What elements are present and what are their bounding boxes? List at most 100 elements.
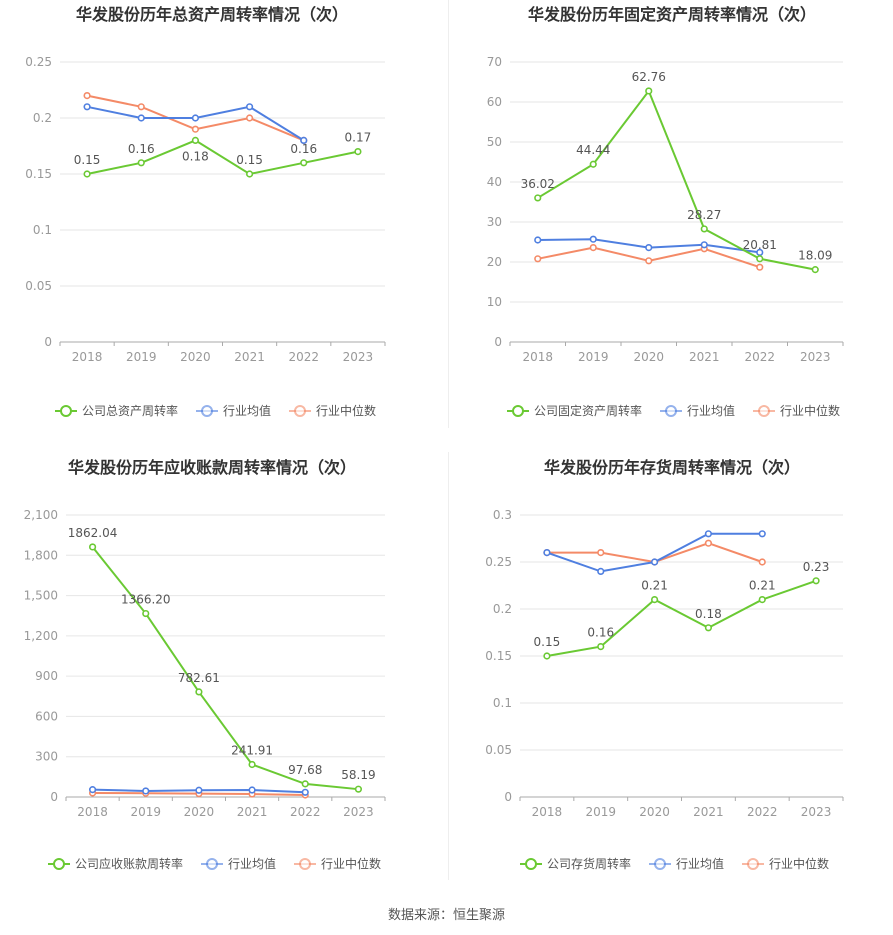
series-line-avg (86, 105, 305, 142)
chart-2: 华发股份历年固定资产周转率情况（次） 0 10 20 30 40 50 60 70 2018 201… (487, 5, 844, 418)
data-point-avg (534, 236, 542, 244)
data-point-company (142, 609, 150, 618)
chart-1: 华发股份历年总资产周转率情况（次） 0 0.05 0.1 0.15 0.2 0.25 2018… (25, 5, 386, 418)
data-point-avg (650, 558, 659, 566)
data-point-avg (195, 786, 203, 794)
data-point-company (354, 785, 363, 793)
legend-item-avg: 行业均值 (649, 856, 724, 871)
data-point-company (700, 225, 708, 233)
data-point-company (300, 159, 308, 167)
data-point-avg (589, 235, 597, 243)
data-point-avg (543, 548, 551, 557)
data-point-company (812, 577, 820, 585)
data-point-median (589, 244, 597, 252)
x-tick-label: 2018 (72, 350, 103, 364)
data-point-company (248, 760, 256, 769)
x-tick-label: 2020 (184, 805, 215, 819)
legend-marker (512, 405, 524, 417)
data-point-avg (758, 530, 766, 538)
data-point-avg (597, 567, 605, 576)
data-point-company (191, 136, 200, 144)
data-label: 18.09 (798, 249, 832, 263)
data-label: 58.19 (341, 768, 375, 782)
chart-title: 华发股份历年固定资产周转率情况（次） (528, 5, 816, 24)
data-point-company (756, 255, 764, 263)
y-tick-label: 1,500 (24, 589, 58, 603)
vertical-divider-top (448, 0, 449, 428)
legend-label: 行业中位数 (769, 856, 829, 871)
data-point-company (758, 595, 766, 604)
data-point-company (704, 624, 713, 632)
legend-marker (53, 858, 65, 870)
x-tick-label: 2022 (744, 350, 775, 364)
legend-item-median: 行业中位数 (742, 856, 829, 871)
y-tick-label: 0.1 (493, 696, 512, 710)
series-line-company (91, 546, 359, 791)
legend-marker (299, 858, 311, 870)
data-point-company (811, 266, 819, 274)
data-label: 0.23 (803, 560, 830, 574)
data-label: 0.18 (695, 607, 722, 621)
data-label: 241.91 (231, 744, 273, 758)
data-point-median (534, 255, 542, 263)
data-point-avg (142, 787, 150, 795)
y-tick-label: 10 (487, 295, 502, 309)
legend-marker (60, 405, 72, 417)
legend-label: 行业中位数 (321, 856, 381, 871)
y-tick-label: 0.1 (33, 223, 52, 237)
chart-title: 华发股份历年总资产周转率情况（次） (76, 5, 348, 24)
data-point-avg (88, 786, 97, 794)
data-point-company (589, 160, 597, 168)
legend-label: 公司总资产周转率 (82, 403, 178, 418)
data-label: 28.27 (687, 208, 721, 222)
x-tick-label: 2021 (234, 350, 265, 364)
y-tick-label: 0.2 (493, 602, 512, 616)
data-point-company (195, 688, 203, 696)
x-tick-label: 2018 (77, 805, 108, 819)
data-point-median (645, 257, 653, 265)
x-tick-label: 2023 (343, 350, 374, 364)
x-tick-label: 2019 (126, 350, 157, 364)
legend-marker (758, 405, 770, 417)
y-tick-label: 0 (50, 790, 58, 804)
chart-3: 华发股份历年应收账款周转率情况（次） 0 300 600 900 1,200 1,500 1,… (24, 458, 386, 871)
legend-marker (747, 858, 759, 870)
data-point-company (88, 543, 97, 551)
legend-label: 行业中位数 (780, 403, 840, 418)
legend-item-avg: 行业均值 (196, 403, 271, 418)
legend-item-avg: 行业均值 (201, 856, 276, 871)
legend-marker (206, 858, 218, 870)
y-tick-label: 0.25 (25, 55, 52, 69)
data-point-company (534, 194, 542, 202)
legend-item-median: 行业中位数 (289, 403, 376, 418)
x-tick-label: 2021 (689, 350, 720, 364)
chart-title: 华发股份历年应收账款周转率情况（次） (68, 458, 356, 477)
data-point-avg (191, 114, 200, 122)
data-point-company (301, 780, 309, 788)
data-point-company (83, 170, 91, 178)
data-point-company (597, 642, 605, 651)
data-source: 数据来源：恒生聚源 (387, 908, 505, 923)
x-tick-label: 2023 (801, 805, 832, 819)
y-tick-label: 0 (44, 335, 52, 349)
data-point-avg (700, 241, 708, 249)
legend-marker (201, 405, 213, 417)
y-tick-label: 600 (35, 709, 58, 723)
data-point-median (191, 125, 200, 133)
data-point-avg (83, 103, 91, 111)
x-tick-label: 2019 (578, 350, 609, 364)
data-label: 0.21 (749, 579, 776, 593)
x-tick-label: 2021 (693, 805, 724, 819)
data-point-avg (301, 788, 309, 796)
legend-item-median: 行业中位数 (294, 856, 381, 871)
series-line-company (537, 88, 816, 271)
y-tick-label: 1,200 (24, 629, 58, 643)
data-label: 782.61 (178, 671, 220, 685)
data-point-avg (645, 244, 653, 252)
y-tick-label: 0.25 (485, 555, 512, 569)
y-tick-label: 30 (487, 215, 502, 229)
x-tick-label: 2022 (290, 805, 321, 819)
data-label: 44.44 (576, 143, 610, 157)
y-tick-label: 40 (487, 175, 502, 189)
